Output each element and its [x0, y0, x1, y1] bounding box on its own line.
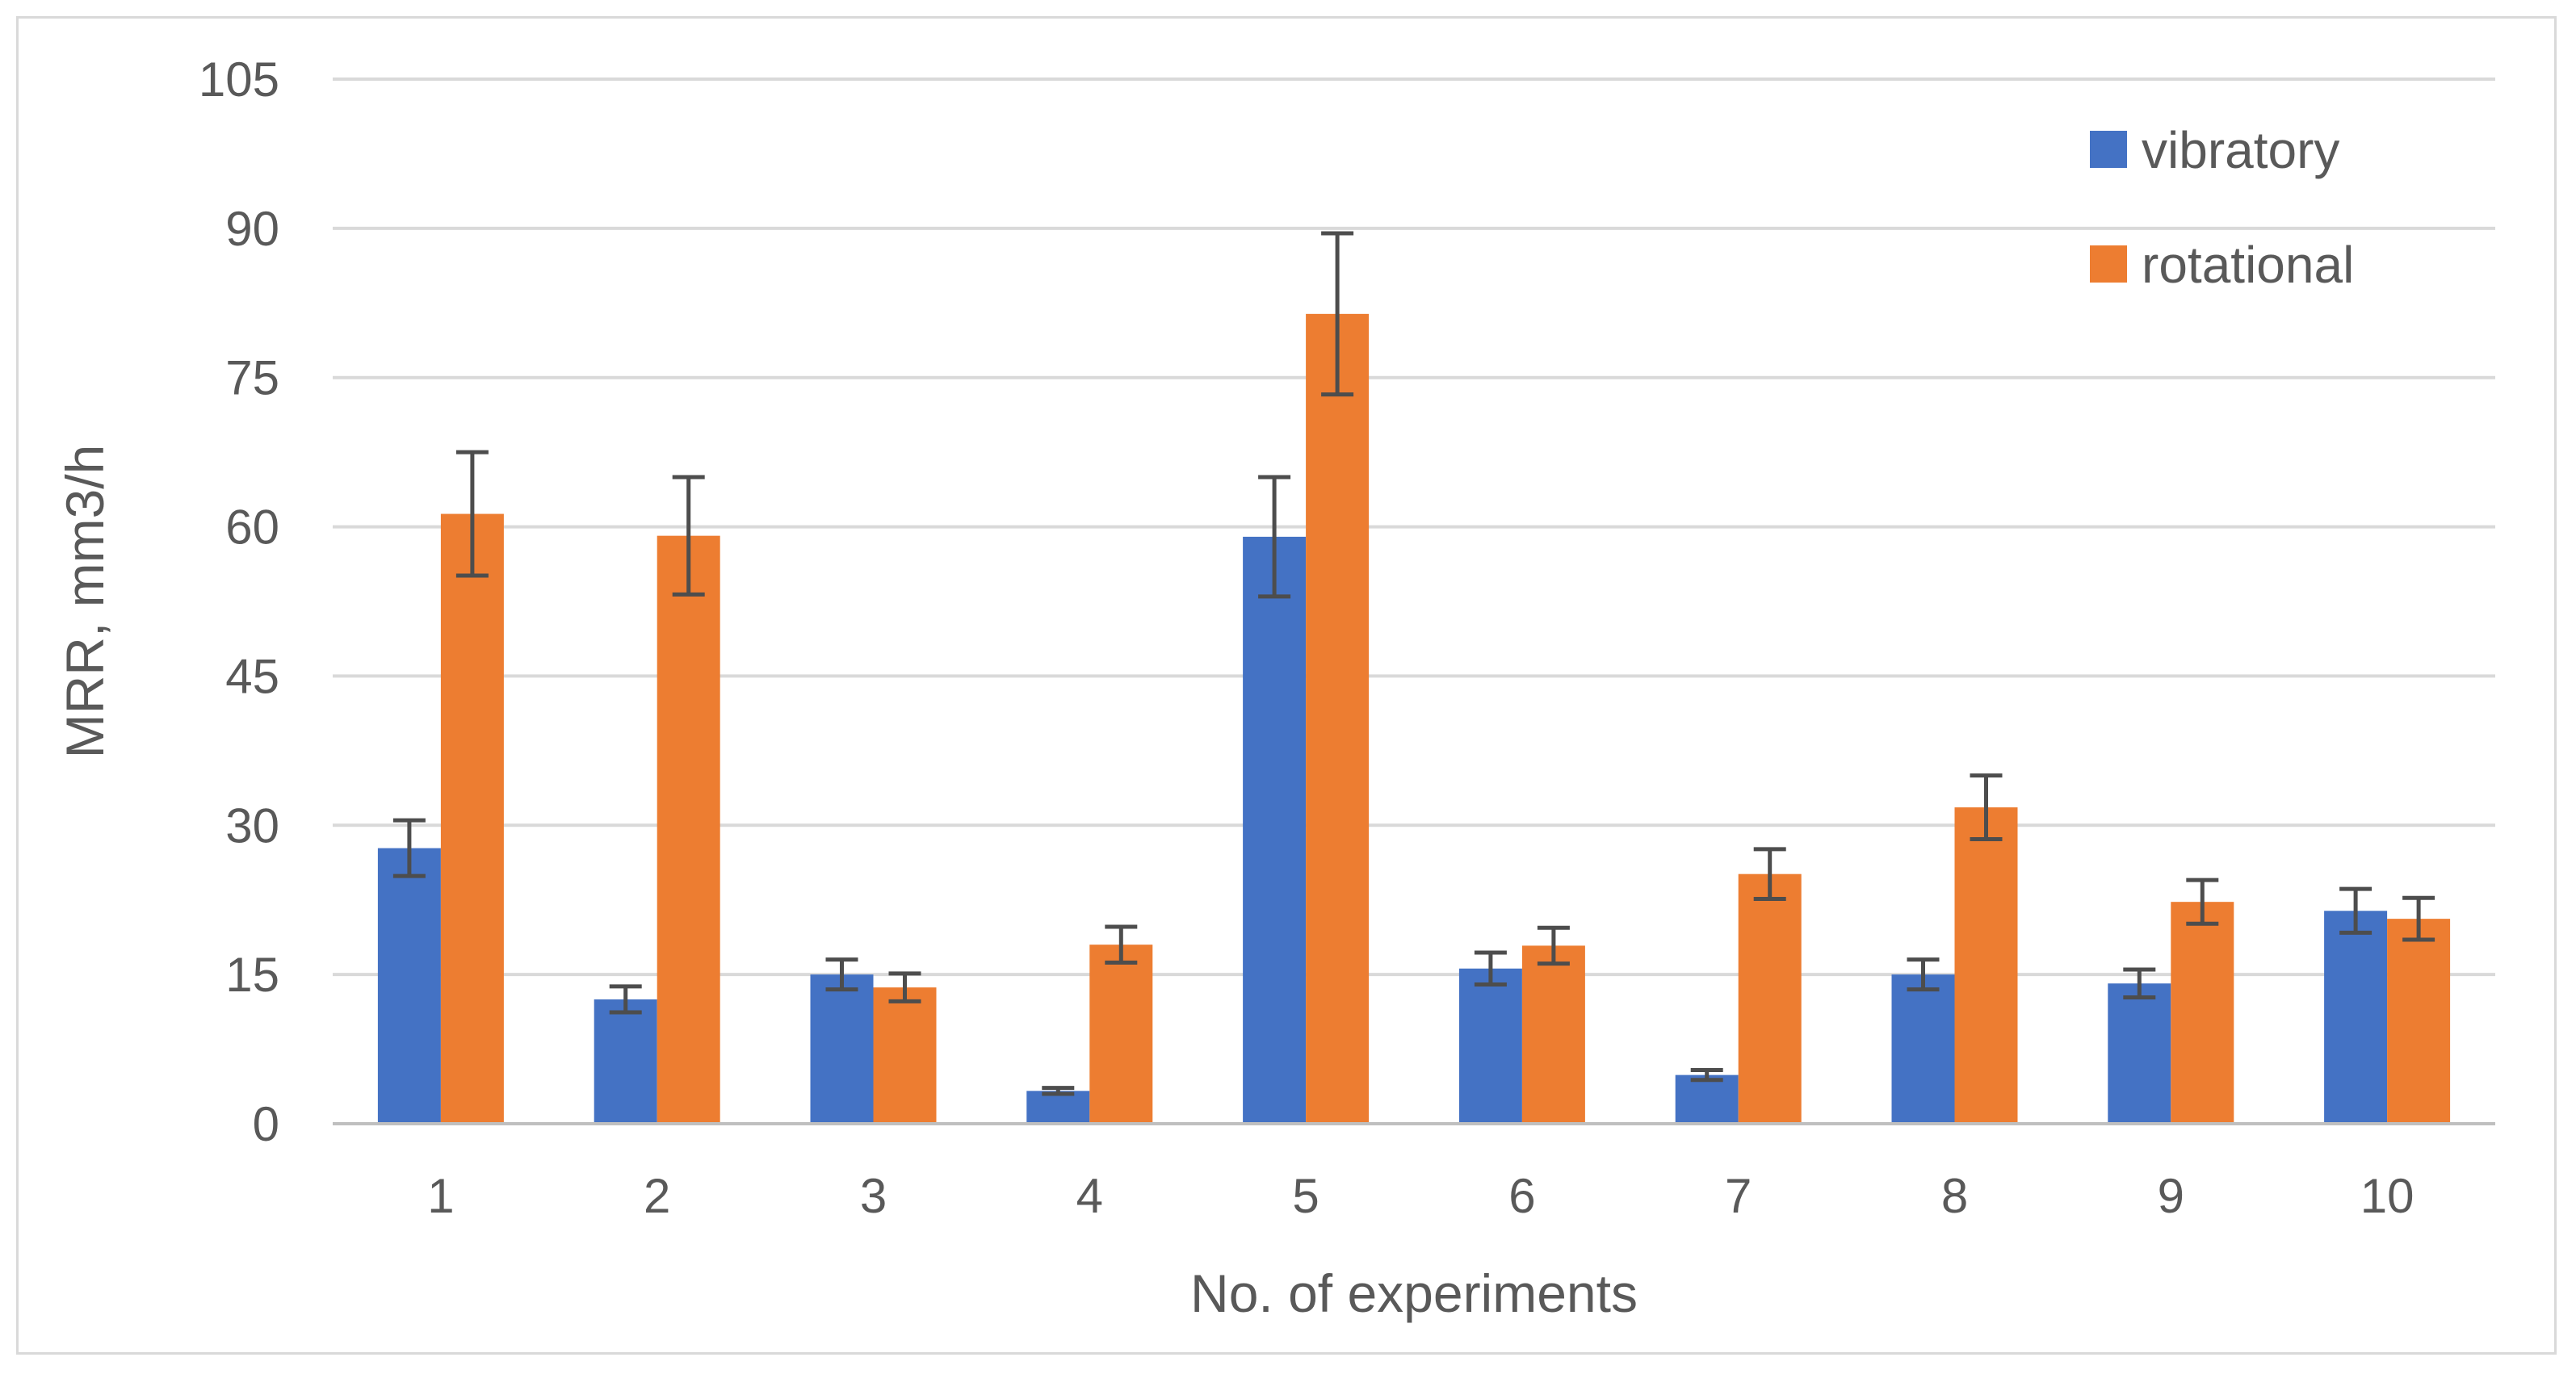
- bar-rotational: [1738, 873, 1802, 1124]
- bar-vibratory: [1891, 974, 1955, 1124]
- x-tick-label: 9: [2158, 1169, 2184, 1223]
- x-tick-label: 5: [1292, 1169, 1319, 1223]
- error-bars: [392, 231, 2435, 1096]
- x-tick-label: 8: [1941, 1169, 1968, 1223]
- x-tick-label: 3: [860, 1169, 887, 1223]
- bar-rotational: [1521, 945, 1585, 1124]
- bar-vibratory: [1458, 968, 1522, 1124]
- x-axis-ticks: 1 2 3 4 5 6 7 8 9 10: [427, 1169, 2414, 1223]
- x-tick-label: 1: [427, 1169, 454, 1223]
- bar-vibratory: [2324, 911, 2388, 1124]
- legend-label-vibratory: vibratory: [2142, 121, 2339, 179]
- x-tick-label: 10: [2360, 1169, 2414, 1223]
- x-tick-label: 2: [644, 1169, 670, 1223]
- y-tick-label: 0: [253, 1097, 279, 1151]
- bar-rotational: [1089, 945, 1153, 1124]
- legend: vibratory rotational: [2090, 121, 2354, 294]
- bar-rotational: [873, 987, 937, 1124]
- legend-swatch-vibratory: [2090, 131, 2127, 168]
- bar-rotational: [440, 513, 504, 1124]
- y-tick-label: 105: [199, 52, 279, 107]
- y-tick-label: 45: [225, 649, 279, 703]
- bar-rotational: [2387, 919, 2451, 1124]
- y-tick-label: 75: [225, 351, 279, 405]
- y-axis-title: MRR, mm3/h: [55, 445, 115, 759]
- bar-vibratory: [1243, 536, 1307, 1124]
- x-tick-label: 4: [1076, 1169, 1103, 1223]
- bar-vibratory: [377, 848, 441, 1124]
- chart-frame: [16, 16, 2557, 1355]
- y-axis-ticks: 0 15 30 45 60 75 90 105: [199, 52, 279, 1151]
- bars: [377, 313, 2451, 1124]
- y-tick-label: 90: [225, 202, 279, 256]
- y-tick-label: 15: [225, 948, 279, 1002]
- bar-rotational: [657, 535, 720, 1124]
- bar-vibratory: [2108, 983, 2171, 1124]
- y-tick-label: 60: [225, 501, 279, 555]
- bar-vibratory: [810, 974, 874, 1124]
- x-tick-label: 7: [1725, 1169, 1752, 1223]
- x-tick-label: 6: [1508, 1169, 1535, 1223]
- bar-vibratory: [1675, 1074, 1739, 1124]
- legend-label-rotational: rotational: [2142, 236, 2354, 294]
- bar-vibratory: [594, 999, 657, 1124]
- bar-vibratory: [1026, 1091, 1090, 1124]
- x-axis-title: No. of experiments: [1190, 1263, 1638, 1323]
- legend-swatch-rotational: [2090, 245, 2127, 283]
- bar-rotational: [1954, 807, 2018, 1124]
- y-tick-label: 30: [225, 798, 279, 852]
- bar-rotational: [1306, 313, 1370, 1124]
- bar-rotational: [2171, 902, 2234, 1124]
